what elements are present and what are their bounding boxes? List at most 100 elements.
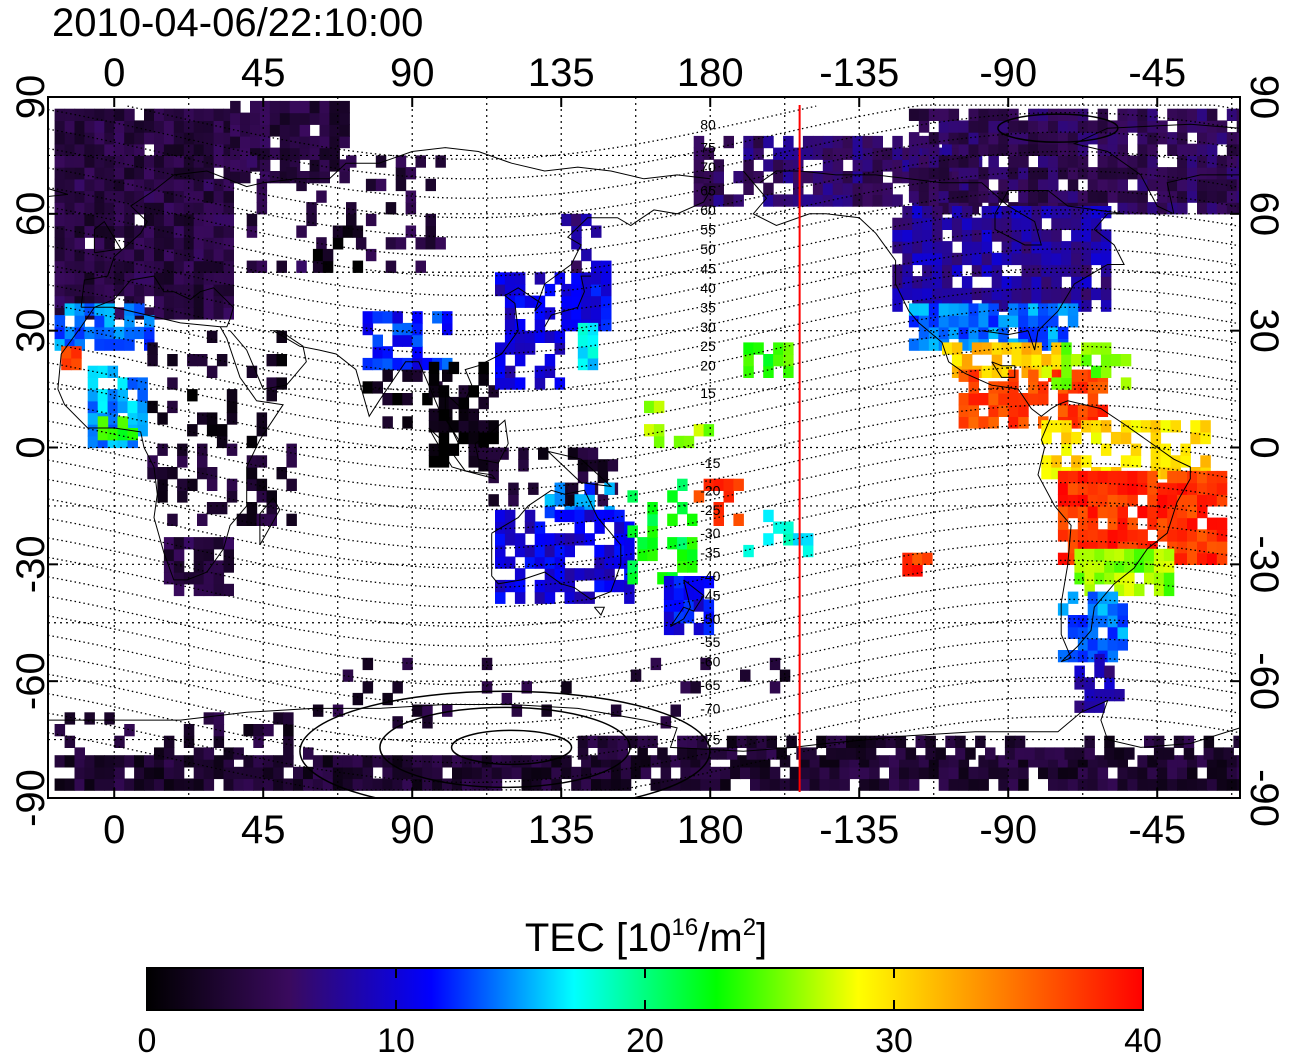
tec-cell [1167,505,1178,519]
coastline [48,188,69,198]
tec-cell [223,295,234,308]
tec-cell [230,100,241,114]
tec-cell [693,622,705,636]
tec-cell [312,755,324,768]
tec-cell [362,381,374,394]
tec-cell [253,724,264,737]
tec-cell [283,755,294,768]
tec-cell [971,241,983,254]
tec-cell [991,217,1003,230]
tec-cell [117,400,128,414]
tec-cell [1077,470,1089,484]
tec-cell [577,447,589,460]
tec-cell [64,248,76,262]
tec-cell [213,560,225,573]
tec-cell [912,552,923,565]
tec-cell [687,513,698,526]
tec-cell [240,135,251,149]
tec-cell [852,147,864,160]
tec-cell [581,766,592,780]
tec-cell [64,155,76,168]
tec-cell [1160,443,1171,456]
tec-cell [1001,299,1013,312]
tec-cell [246,502,258,515]
tec-cell [1094,560,1105,573]
tec-cell [1004,735,1016,748]
tec-cell [1107,143,1119,156]
latitude-label: -30 [9,535,53,593]
tec-cell [1173,735,1185,748]
tec-cell [1084,700,1095,713]
tec-cell [84,190,95,203]
tec-cell [998,393,1009,406]
tec-cell [94,202,105,215]
tec-cell [279,171,291,184]
tec-cell [1236,155,1240,168]
tec-cell [1087,766,1099,780]
tec-cell [468,431,479,445]
tec-cell [1167,178,1178,192]
tec-cell [94,108,105,121]
tec-cell [392,716,403,729]
tec-cell [1187,494,1198,507]
tec-cell [1197,108,1208,121]
tec-cell [1157,529,1168,542]
tec-cell [1051,206,1062,219]
tec-cell [508,482,519,495]
tec-cell [322,778,334,791]
tec-cell [84,712,95,725]
tec-cell [197,443,208,456]
tec-cell [114,132,125,145]
tec-cell [223,583,234,597]
tec-cell [84,225,95,238]
tec-cell [504,295,516,308]
tec-cell [1081,342,1092,355]
tec-cell [448,420,460,433]
tec-cell [94,155,105,168]
tec-cell [1084,560,1095,573]
tec-cell [488,494,499,507]
tec-cell [1117,190,1128,203]
tec-cell [352,692,364,706]
tec-cell [918,766,930,780]
tec-cell [97,435,109,449]
tec-cell [673,576,685,589]
tec-cell [1087,482,1099,495]
tec-cell [154,237,165,250]
tec-cell [514,330,526,343]
tec-cell [938,315,950,328]
tec-cell [961,354,973,367]
tec-cell [74,178,85,192]
tec-cell [534,330,546,343]
tec-cell [1117,482,1128,495]
tec-cell [713,194,724,207]
tec-cell [743,365,754,378]
tec-cell [922,241,933,254]
tec-cell [1120,420,1132,433]
tec-cell [991,354,1003,367]
tec-cell [1057,529,1069,542]
tec-cell [1044,747,1056,760]
tec-cell [243,766,254,780]
tec-cell [1087,120,1099,133]
tec-cell [1233,735,1240,748]
tec-cell [183,132,195,145]
tec-cell [478,373,489,386]
tec-cell [1067,541,1079,554]
tec-cell [925,735,936,748]
tec-cell [1140,420,1152,433]
tec-cell [1057,303,1069,316]
tec-cell [1187,482,1198,495]
tec-cell [223,747,234,760]
tec-cell [402,755,413,768]
tec-cell [104,712,115,725]
colorbar-label-end: ] [756,916,768,960]
tec-cell [203,295,215,308]
contour-line [48,228,1240,316]
tec-cell [250,100,261,114]
tec-cell [872,171,883,184]
tec-cell [1081,229,1092,242]
tec-cell [183,120,195,133]
tec-cell [1117,529,1128,542]
tec-cell [1177,541,1188,554]
